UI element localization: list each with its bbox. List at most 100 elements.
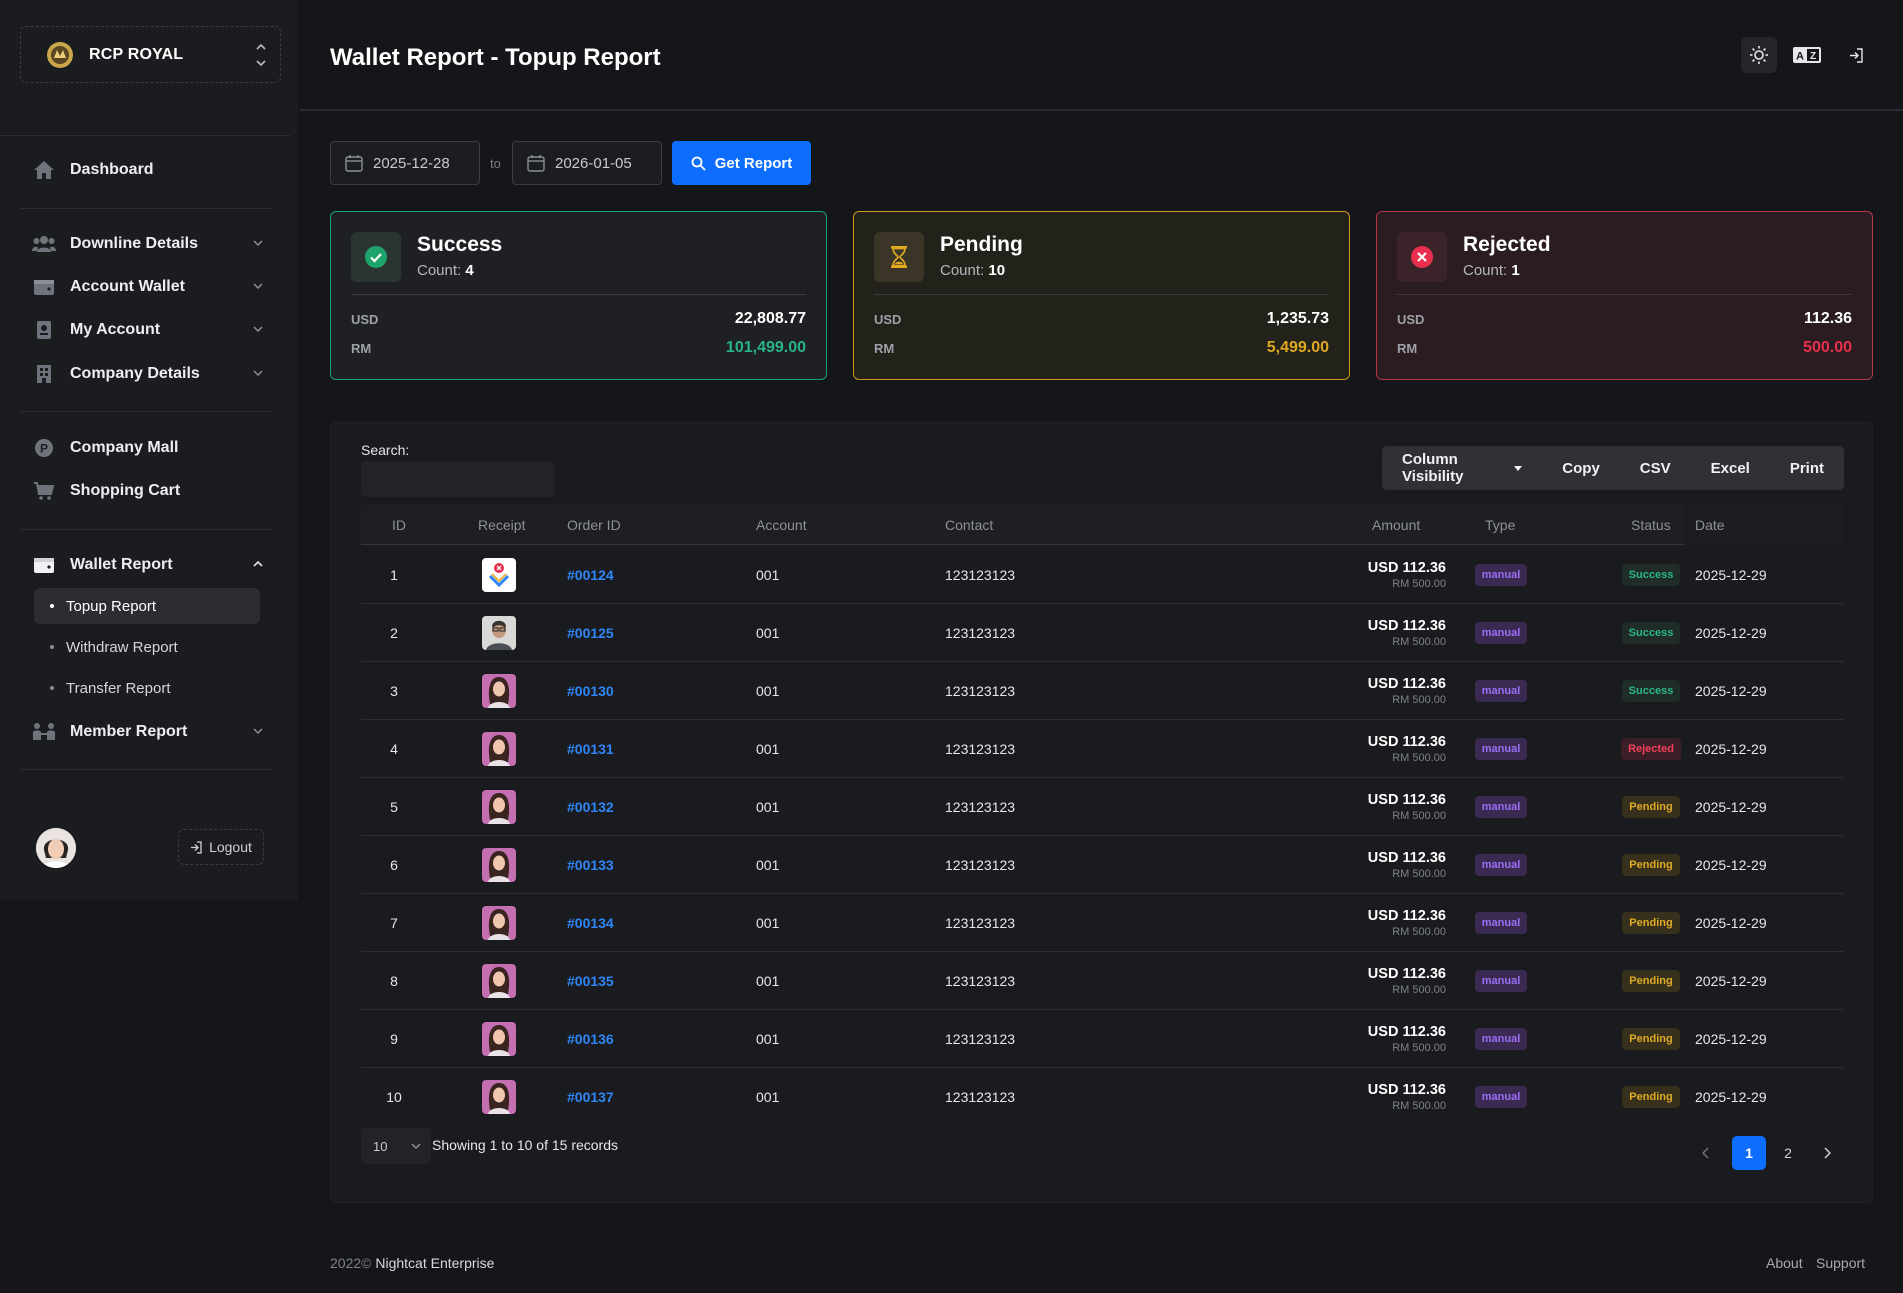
to-date-input[interactable]: 2026-01-05 — [512, 141, 662, 185]
sidebar-item-account-wallet[interactable]: Account Wallet — [32, 267, 264, 307]
sidebar-subitem-topup-report[interactable]: Topup Report — [34, 588, 260, 624]
order-id-link[interactable]: #00135 — [567, 973, 614, 989]
order-id-link[interactable]: #00137 — [567, 1089, 614, 1105]
column-header-id[interactable]: ID — [392, 517, 406, 533]
language-button[interactable]: A Z — [1789, 37, 1825, 73]
column-header-receipt[interactable]: Receipt — [478, 517, 526, 533]
card-count: Count: 10 — [940, 262, 1006, 279]
column-header-amount[interactable]: Amount — [1372, 517, 1421, 533]
logout-label: Logout — [209, 839, 252, 855]
page-length-select[interactable]: 10 — [361, 1128, 431, 1164]
card-divider — [874, 294, 1329, 295]
receipt-thumbnail[interactable] — [482, 1068, 516, 1126]
svg-text:A: A — [1796, 51, 1804, 63]
exit-button[interactable] — [1838, 37, 1874, 73]
sidebar-item-label: Dashboard — [70, 161, 154, 178]
order-id-link[interactable]: #00130 — [567, 683, 614, 699]
footer-support-link[interactable]: Support — [1816, 1255, 1866, 1271]
chevron-down-icon — [253, 370, 263, 377]
pagination-next[interactable] — [1810, 1136, 1844, 1170]
chevron-left-icon — [1702, 1147, 1709, 1159]
avatar[interactable] — [36, 828, 76, 868]
card-title: Success — [417, 233, 503, 256]
order-id-link[interactable]: #00124 — [567, 567, 614, 583]
column-header-order-id[interactable]: Order ID — [567, 517, 621, 533]
sidebar-item-label: Shopping Cart — [70, 482, 181, 499]
theme-toggle-button[interactable] — [1741, 37, 1777, 73]
pagination-previous[interactable] — [1689, 1136, 1723, 1170]
row-id: 4 — [390, 741, 398, 757]
table-row: 2 #00125 001 123123123 USD 112.36 RM 500.00 ma… — [361, 604, 1844, 662]
csv-button[interactable]: CSV — [1639, 459, 1671, 477]
column-header-contact[interactable]: Contact — [945, 517, 994, 533]
sidebar-item-dashboard[interactable]: Dashboard — [32, 150, 264, 190]
row-account: 001 — [756, 1089, 780, 1105]
sidebar-subitem-withdraw-report[interactable]: Withdraw Report — [34, 629, 260, 665]
pagination-page-2[interactable]: 2 — [1784, 1145, 1792, 1161]
receipt-thumbnail[interactable] — [482, 546, 516, 604]
row-status: Pending — [1601, 1010, 1701, 1068]
receipt-thumbnail[interactable] — [482, 1010, 516, 1068]
logout-button[interactable]: Logout — [178, 829, 264, 865]
order-id-link[interactable]: #00125 — [567, 625, 614, 641]
pagination-page-1[interactable]: 1 — [1732, 1136, 1766, 1170]
order-id-link[interactable]: #00132 — [567, 799, 614, 815]
rm-label: RM — [1397, 341, 1418, 356]
order-id-link[interactable]: #00136 — [567, 1031, 614, 1047]
footer-about-link[interactable]: About — [1766, 1255, 1803, 1271]
receipt-thumbnail[interactable] — [482, 894, 516, 952]
translate-icon: A Z — [1793, 47, 1821, 63]
receipt-thumbnail[interactable] — [482, 778, 516, 836]
receipt-thumbnail[interactable] — [482, 952, 516, 1010]
receipt-thumbnail[interactable] — [482, 662, 516, 720]
get-report-label: Get Report — [714, 154, 793, 172]
sidebar-item-wallet-report[interactable]: Wallet Report — [32, 545, 264, 585]
column-header-date[interactable]: Date — [1695, 517, 1725, 533]
excel-button[interactable]: Excel — [1710, 459, 1750, 477]
sidebar-subitem-transfer-report[interactable]: Transfer Report — [34, 670, 260, 706]
column-header-status[interactable]: Status — [1631, 517, 1671, 533]
print-button[interactable]: Print — [1789, 459, 1824, 477]
get-report-button[interactable]: Get Report — [672, 141, 811, 185]
card-title: Rejected — [1463, 233, 1551, 256]
row-amount: USD 112.36 RM 500.00 — [1231, 894, 1446, 952]
column-visibility-button[interactable]: Column Visibility — [1382, 446, 1542, 490]
copy-button[interactable]: Copy — [1562, 459, 1600, 477]
amount-rm: RM 500.00 — [1392, 752, 1446, 764]
card-count: Count: 1 — [1463, 262, 1520, 279]
type-badge: manual — [1474, 622, 1528, 644]
row-type: manual — [1451, 546, 1551, 604]
order-id-link[interactable]: #00131 — [567, 741, 614, 757]
row-status: Rejected — [1601, 720, 1701, 778]
status-badge: Pending — [1622, 970, 1680, 992]
row-id: 9 — [390, 1031, 398, 1047]
order-id-link[interactable]: #00133 — [567, 857, 614, 873]
usd-total: 1,235.73 — [1266, 310, 1329, 327]
sidebar-item-downline-details[interactable]: Downline Details — [32, 224, 264, 264]
column-header-type[interactable]: Type — [1485, 517, 1516, 533]
amount-rm: RM 500.00 — [1392, 694, 1446, 706]
sidebar-item-my-account[interactable]: My Account — [32, 310, 264, 350]
row-contact: 123123123 — [945, 799, 1016, 815]
sidebar-item-company-mall[interactable]: P Company Mall — [32, 428, 264, 468]
sidebar-item-member-report[interactable]: Member Report — [32, 712, 264, 752]
brand-switcher[interactable]: RCP ROYAL — [20, 26, 281, 83]
receipt-thumbnail[interactable] — [482, 604, 516, 662]
order-id-link[interactable]: #00134 — [567, 915, 614, 931]
from-date-input[interactable]: 2025-12-28 — [330, 141, 480, 185]
column-header-account[interactable]: Account — [756, 517, 807, 533]
search-icon — [691, 156, 706, 171]
type-badge: manual — [1474, 564, 1528, 586]
sidebar-item-company-details[interactable]: Company Details — [32, 354, 264, 394]
search-input[interactable] — [361, 461, 554, 497]
receipt-thumbnail[interactable] — [482, 720, 516, 778]
amount-usd: USD 112.36 — [1367, 1082, 1446, 1098]
amount-usd: USD 112.36 — [1367, 560, 1446, 576]
sidebar-item-label: Wallet Report — [70, 556, 173, 573]
row-status: Pending — [1601, 952, 1701, 1010]
receipt-thumbnail[interactable] — [482, 836, 516, 894]
sidebar-item-shopping-cart[interactable]: Shopping Cart — [32, 471, 264, 511]
row-id: 5 — [390, 799, 398, 815]
row-id: 10 — [386, 1089, 402, 1105]
usd-label: USD — [874, 312, 902, 327]
